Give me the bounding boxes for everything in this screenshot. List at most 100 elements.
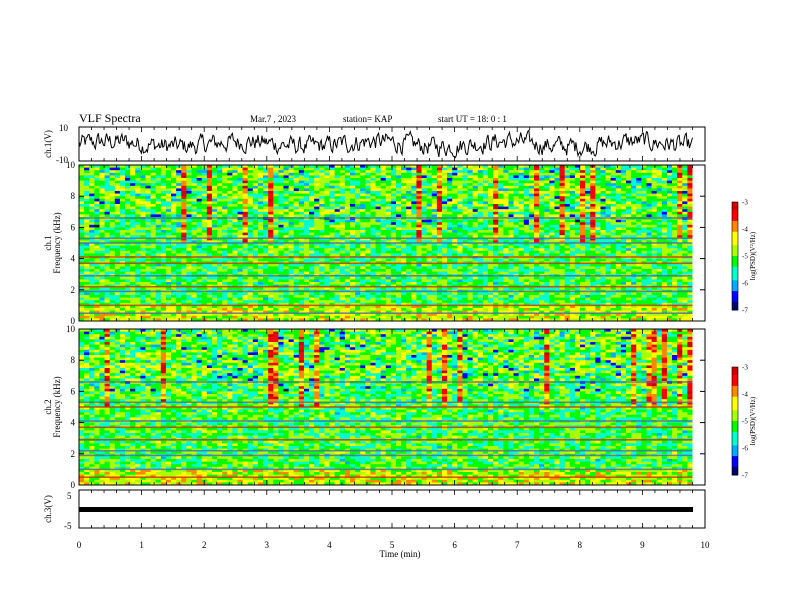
spectrogram-cell xyxy=(477,206,484,210)
spectrogram-cell xyxy=(636,185,642,189)
spectrogram-cell xyxy=(288,209,295,213)
spectrogram-cell xyxy=(554,193,560,197)
spectrogram-cell xyxy=(293,201,300,205)
spectrogram-cell xyxy=(651,188,658,192)
spectrogram-cell xyxy=(109,183,116,187)
spectrogram-cell xyxy=(283,206,289,210)
spectrogram-cell xyxy=(324,183,330,187)
spectrogram-cell xyxy=(544,269,550,272)
spectrogram-cell xyxy=(171,224,177,228)
spectrogram-cell xyxy=(334,209,341,213)
spectrogram-cell xyxy=(682,219,688,223)
spectrogram-cell xyxy=(165,198,172,202)
spectrogram-cell xyxy=(636,167,642,171)
spectrogram-cell xyxy=(191,183,197,187)
spectrogram-cell xyxy=(595,180,601,184)
spectrogram-cell xyxy=(385,196,392,200)
spectrogram-cell xyxy=(319,201,325,205)
spectrogram-cell xyxy=(181,258,187,262)
spectrogram-cell xyxy=(687,243,693,246)
spectrogram-cell xyxy=(431,219,438,223)
spectrogram-cell xyxy=(641,248,647,252)
spectrogram-cell xyxy=(569,170,576,174)
spectrogram-cell xyxy=(94,172,100,176)
spectrogram-cell xyxy=(636,188,642,192)
spectrogram-cell xyxy=(503,204,509,207)
spectrogram-cell xyxy=(569,237,576,241)
spectrogram-cell xyxy=(314,245,320,249)
spectrogram-cell xyxy=(595,188,601,192)
spectrogram-cell xyxy=(94,191,100,194)
spectrogram-cell xyxy=(452,214,458,218)
spectrogram-cell xyxy=(508,240,514,244)
spectrogram-cell xyxy=(268,214,274,218)
spectrogram-cell xyxy=(549,230,555,233)
spectrogram-cell xyxy=(523,222,530,226)
spectrogram-cell xyxy=(416,198,422,202)
spectrogram-cell xyxy=(94,271,100,275)
spectrogram-cell xyxy=(84,188,90,192)
spectrogram-cell xyxy=(472,245,479,249)
spectrogram-cell xyxy=(298,211,305,215)
spectrogram-cell xyxy=(641,224,647,228)
spectrogram-cell xyxy=(472,172,479,176)
spectrogram-cell xyxy=(636,243,642,246)
spectrogram-cell xyxy=(498,266,504,270)
spectrogram-cell xyxy=(257,271,264,275)
spectrogram-cell xyxy=(242,230,249,233)
spectrogram-cell xyxy=(79,271,85,275)
spectrogram-cell xyxy=(314,167,320,171)
spectrogram-cell xyxy=(431,201,438,205)
spectrogram-cell xyxy=(580,211,586,215)
spectrogram-cell xyxy=(447,224,453,228)
spectrogram-cell xyxy=(339,263,346,267)
spectrogram-cell xyxy=(109,235,116,239)
spectrogram-cell xyxy=(549,193,555,197)
spectrogram-cell xyxy=(278,183,284,187)
spectrogram-cell xyxy=(309,167,315,171)
spectrogram-cell xyxy=(508,172,514,176)
spectrogram-cell xyxy=(457,178,463,181)
spectrogram-cell xyxy=(610,193,617,197)
spectrogram-cell xyxy=(89,250,95,254)
spectrogram-cell xyxy=(84,235,90,239)
spectrogram-cell xyxy=(309,170,315,174)
spectrogram-cell xyxy=(539,248,545,252)
spectrogram-cell xyxy=(89,170,95,174)
spectrogram-cell xyxy=(452,170,458,174)
spectrogram-cell xyxy=(349,258,356,262)
spectrogram-cell xyxy=(666,209,673,213)
spectrogram-cell xyxy=(94,245,100,249)
spectrogram-cell xyxy=(84,172,90,176)
spectrogram-cell xyxy=(656,206,663,210)
spectrogram-cell xyxy=(140,191,146,194)
spectrogram-cell xyxy=(401,224,407,228)
spectrogram-cell xyxy=(324,230,330,233)
spectrogram-cell xyxy=(314,222,320,226)
spectrogram-cell xyxy=(626,263,632,267)
spectrogram-cell xyxy=(114,224,121,228)
spectrogram-cell xyxy=(666,193,673,197)
spectrogram-cell xyxy=(457,248,463,252)
spectrogram-cell xyxy=(278,248,284,252)
spectrogram-cell xyxy=(160,165,167,168)
spectrogram-cell xyxy=(217,237,223,241)
spectrogram-cell xyxy=(590,183,596,187)
spectrogram-cell xyxy=(672,253,678,257)
spectrogram-cell xyxy=(196,198,203,202)
spectrogram-cell xyxy=(237,172,243,176)
spectrogram-cell xyxy=(631,222,637,226)
spectrogram-cell xyxy=(125,253,131,257)
spectrogram-cell xyxy=(84,250,90,254)
spectrogram-cell xyxy=(436,224,443,228)
spectrogram-cell xyxy=(298,185,305,189)
spectrogram-cell xyxy=(580,222,586,226)
spectrogram-cell xyxy=(477,196,484,200)
spectrogram-cell xyxy=(508,204,514,207)
spectrogram-cell xyxy=(605,224,612,228)
spectrogram-cell xyxy=(651,198,658,202)
spectrogram-cell xyxy=(518,165,525,168)
spectrogram-cell xyxy=(181,266,187,270)
spectrogram-cell xyxy=(349,178,356,181)
spectrogram-cell xyxy=(580,245,586,249)
